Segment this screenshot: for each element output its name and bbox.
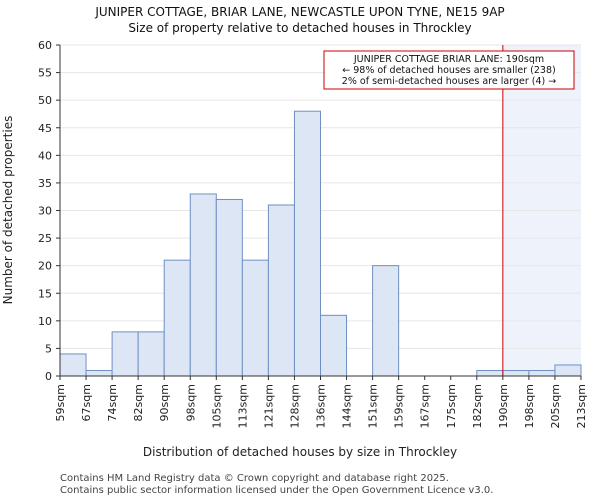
y-tick-label: 35 <box>38 177 52 190</box>
annotation-line: 2% of semi-detached houses are larger (4… <box>342 76 556 87</box>
annotation-line: JUNIPER COTTAGE BRIAR LANE: 190sqm <box>353 54 544 65</box>
x-tick-label: 59sqm <box>54 384 67 421</box>
y-tick-label: 20 <box>38 260 52 273</box>
y-tick-label: 5 <box>45 342 52 355</box>
x-tick-label: 213sqm <box>575 384 588 428</box>
bar <box>137 331 165 377</box>
x-tick-label: 151sqm <box>367 384 380 428</box>
bar <box>241 259 269 377</box>
bar <box>85 369 113 377</box>
x-tick-label: 198sqm <box>523 384 536 428</box>
bar <box>59 353 87 377</box>
y-tick-label: 30 <box>38 205 52 218</box>
x-axis-label: Distribution of detached houses by size … <box>143 445 457 459</box>
x-tick-label: 190sqm <box>497 384 510 428</box>
x-tick-label: 90sqm <box>158 384 171 421</box>
x-tick-label: 182sqm <box>471 384 484 428</box>
y-tick-label: 55 <box>38 67 52 80</box>
x-tick-label: 74sqm <box>106 384 119 421</box>
x-tick-label: 205sqm <box>549 384 562 428</box>
y-tick-label: 40 <box>38 149 52 162</box>
x-tick-label: 144sqm <box>341 384 354 428</box>
chart-title: JUNIPER COTTAGE, BRIAR LANE, NEWCASTLE U… <box>94 5 504 19</box>
bar <box>502 369 530 377</box>
annotation-box <box>323 50 575 90</box>
annotation-line: ← 98% of detached houses are smaller (23… <box>342 65 555 76</box>
x-tick-label: 113sqm <box>236 384 249 428</box>
y-tick-label: 25 <box>38 232 52 245</box>
x-tick-label: 82sqm <box>132 384 145 421</box>
bar <box>554 364 582 377</box>
footer-line-2: Contains public sector information licen… <box>60 485 493 496</box>
x-tick-label: 175sqm <box>445 384 458 428</box>
y-tick-label: 15 <box>38 287 52 300</box>
x-tick-label: 67sqm <box>80 384 93 421</box>
y-tick-label: 50 <box>38 94 52 107</box>
x-tick-label: 167sqm <box>419 384 432 428</box>
bar <box>528 369 556 377</box>
y-tick-label: 45 <box>38 122 52 135</box>
bar <box>293 110 322 377</box>
x-tick-label: 121sqm <box>262 384 275 428</box>
bar <box>189 193 217 377</box>
y-tick-label: 0 <box>45 370 52 383</box>
bar <box>372 265 400 377</box>
chart-subtitle: Size of property relative to detached ho… <box>128 21 471 35</box>
bar <box>267 204 295 377</box>
footer-line-1: Contains HM Land Registry data © Crown c… <box>60 473 449 484</box>
bar <box>111 331 139 377</box>
plot-area: 0 5 10 15 20 25 30 35 40 45 50 55 60 59sqm 67sqm 74sqm 8… <box>38 39 588 428</box>
y-axis-label: Number of detached properties <box>1 116 15 305</box>
x-tick-label: 128sqm <box>288 384 301 428</box>
y-tick-label: 10 <box>38 315 52 328</box>
bar <box>476 369 504 377</box>
x-tick-label: 105sqm <box>210 384 223 428</box>
x-tick-label: 136sqm <box>315 384 328 428</box>
bar <box>163 259 191 377</box>
bar <box>320 314 348 377</box>
x-tick-label: 159sqm <box>393 384 406 428</box>
y-tick-label: 60 <box>38 39 52 52</box>
bar <box>215 198 243 377</box>
x-tick-label: 98sqm <box>184 384 197 421</box>
